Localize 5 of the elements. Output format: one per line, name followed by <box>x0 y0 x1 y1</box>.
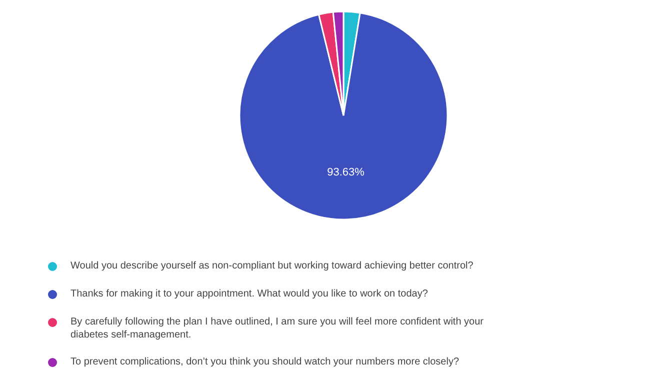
legend-label: Would you describe yourself as non-compliant but working toward achieving better control? <box>70 260 474 272</box>
legend-label: By carefully following the plan I have outlined, I am sure you will feel more confident with your diabetes self-management. <box>70 316 484 341</box>
data-label: 93.63% <box>327 166 365 179</box>
legend-label: To prevent complications, don’t you think you should watch your numbers more closely? <box>70 356 460 368</box>
legend-label: Thanks for making it to your appointment. What would you like to work on today? <box>70 288 428 300</box>
